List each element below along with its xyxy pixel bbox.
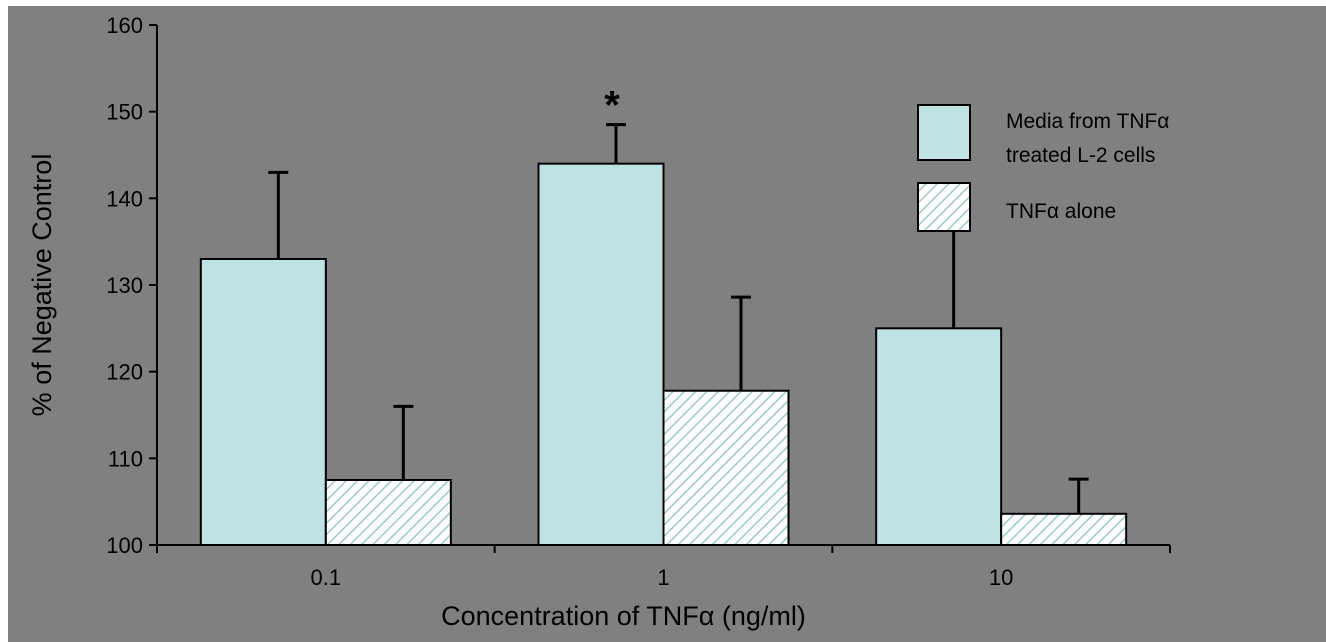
y-tick-label: 160 bbox=[106, 13, 143, 38]
bars bbox=[199, 162, 1128, 547]
legend-label-tnf-alone: TNFα alone bbox=[1006, 200, 1116, 223]
bar-tnf-alone-0.1 bbox=[324, 479, 452, 546]
y-axis-title: % of Negative Control bbox=[27, 154, 57, 417]
legend: Media from TNFα treated L-2 cells TNFα alo… bbox=[917, 104, 1169, 232]
x-tick-label: 1 bbox=[657, 565, 669, 590]
x-tick-label: 0.1 bbox=[311, 565, 342, 590]
bar-media-1 bbox=[537, 162, 665, 547]
legend-label-media-line2: treated L-2 cells bbox=[1006, 144, 1155, 167]
bar-media-10 bbox=[875, 327, 1003, 547]
x-tick-label: 10 bbox=[989, 565, 1013, 590]
legend-swatch-tnf-alone bbox=[917, 182, 971, 232]
legend-label-media-line1: Media from TNFα bbox=[1006, 110, 1169, 133]
y-tick-label: 150 bbox=[106, 100, 143, 125]
y-tick-label: 140 bbox=[106, 186, 143, 211]
y-tick-label: 100 bbox=[106, 533, 143, 558]
legend-swatch-media bbox=[917, 104, 971, 161]
bar-tnf-alone-1 bbox=[662, 389, 790, 546]
bar-media-0.1 bbox=[199, 258, 327, 546]
significance-marker: * bbox=[604, 84, 620, 128]
y-tick-label: 110 bbox=[108, 446, 143, 471]
y-tick-label: 120 bbox=[106, 360, 143, 385]
bar-tnf-alone-10 bbox=[1000, 512, 1128, 546]
x-axis-title: Concentration of TNFα (ng/ml) bbox=[441, 601, 806, 631]
y-tick-label: 130 bbox=[106, 273, 143, 298]
